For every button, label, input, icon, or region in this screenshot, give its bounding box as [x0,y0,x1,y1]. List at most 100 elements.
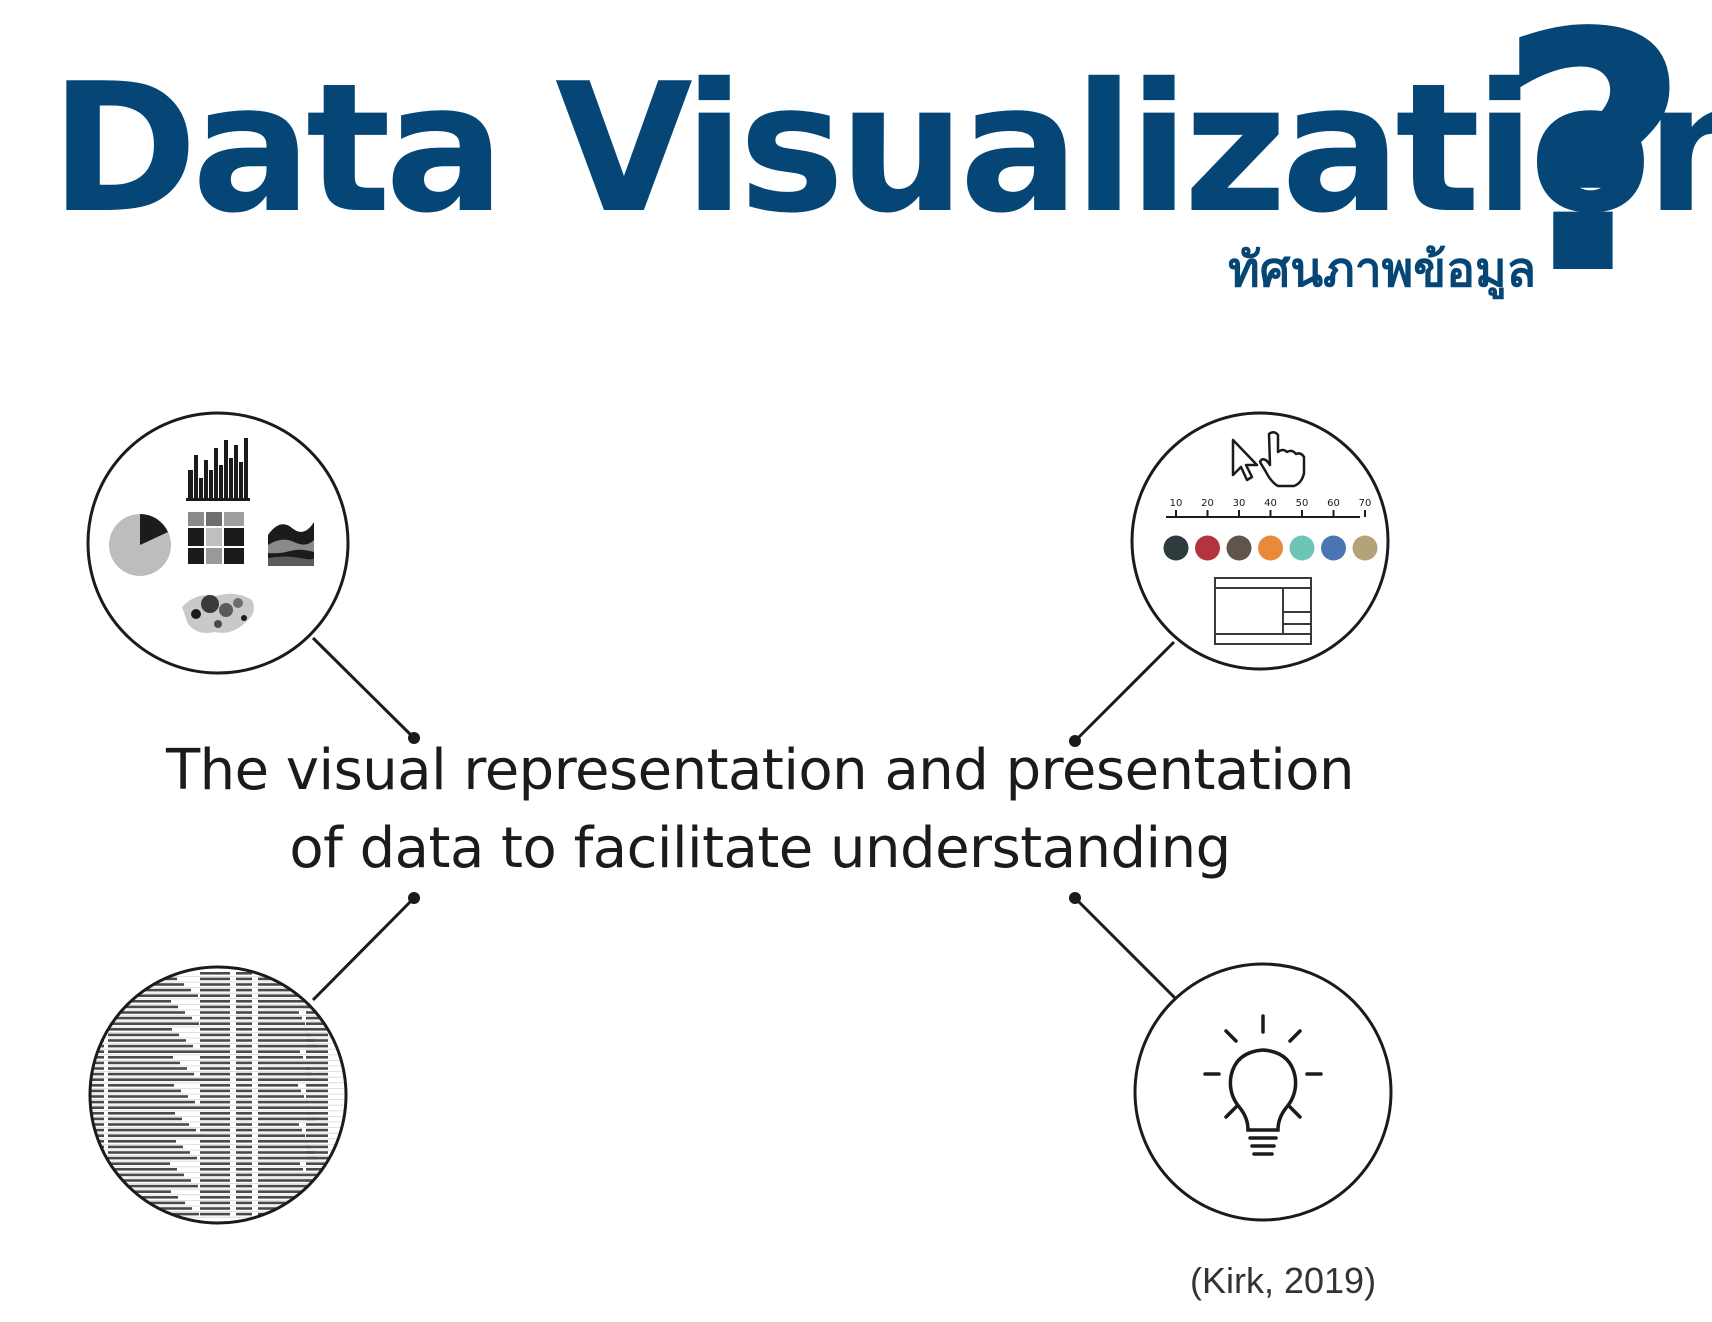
table-cell [90,1156,104,1160]
table-cell [108,1162,170,1165]
table-cell [200,1184,230,1188]
thai-subtitle: ทัศนภาพข้อมูล [1228,242,1536,298]
table-cell [306,1134,328,1137]
table-cell [90,1089,104,1093]
table-cell [306,972,328,975]
table-cell [90,1011,104,1014]
table-cell [306,1100,328,1104]
page-title: Data Visualization [50,45,1712,252]
table-cell [200,1151,230,1154]
table-cell [236,1106,252,1109]
table-cell [200,1123,230,1126]
table-cell [200,1112,230,1115]
table-cell [90,1095,104,1098]
table-cell [90,1190,104,1193]
table-cell [306,977,328,981]
table-cell [236,1089,252,1093]
connector-dot [1069,735,1081,747]
table-cell [258,1100,307,1104]
table-cell [90,1123,104,1126]
table-cell [200,1207,230,1210]
table-cell [108,1022,199,1025]
table-cell [258,1000,313,1003]
table-cell [236,1100,252,1104]
table-cell [306,983,328,986]
table-cell [236,1190,252,1193]
table-cell [90,1140,104,1143]
table-cell [90,988,104,992]
table-cell [236,1067,252,1070]
connector-dot [408,732,420,744]
table-cell [200,1212,230,1216]
table-cell [258,1050,300,1053]
table-cell [108,1145,183,1149]
table-cell [108,1061,180,1065]
table-cell [108,1106,202,1109]
table-cell [90,1179,104,1182]
table-cell [200,1056,230,1059]
slider-scale [1166,510,1366,518]
table-cell [258,1173,306,1177]
layout-wireframe-icon [1214,577,1312,645]
slider-tick-label: 40 [1264,498,1277,509]
table-cell [108,1044,193,1048]
table-cell [306,1033,328,1037]
table-cell [306,1112,328,1115]
understanding-circle [1133,962,1393,1222]
table-cell [90,1078,104,1081]
table-cell [306,1050,328,1053]
table-cell [306,1039,328,1042]
table-cell [306,1168,328,1171]
table-cell [200,1067,230,1070]
table-cell [258,1072,312,1076]
table-cell [108,972,170,975]
table-cell [108,1067,187,1070]
table-cell [236,1022,252,1025]
table-cell [200,1089,230,1093]
table-cell [236,1016,252,1020]
table-cell [200,1095,230,1098]
color-swatch [1289,535,1315,561]
table-cell [236,1072,252,1076]
table-cell [90,1033,104,1037]
table-cell [200,1100,230,1104]
table-cell [200,1000,230,1003]
table-cell [200,1201,230,1205]
table-cell [236,1207,252,1210]
table-cell [306,1106,328,1109]
table-cell [306,1190,328,1193]
color-swatch [1352,535,1378,561]
table-cell [236,1173,252,1177]
table-cell [108,1028,172,1031]
table-cell [258,1134,305,1137]
table-cell [306,1123,328,1126]
table-cell [236,1145,252,1149]
table-cell [258,1140,308,1143]
table-cell [200,1156,230,1160]
table-cell [108,1134,203,1137]
color-swatch [1163,535,1189,561]
table-cell [200,1179,230,1182]
table-cell [306,1095,328,1098]
table-cell [236,1084,252,1087]
chart-types-circle [86,411,350,675]
cursor-arrow-icon [1231,438,1259,482]
concept-diagram: 10 20 30 40 50 60 70 [86,411,1393,1225]
table-cell [306,1201,328,1205]
table-cell [108,1056,173,1059]
table-cell [200,1128,230,1132]
table-cell [258,1156,317,1160]
connector-top-left [311,636,416,740]
table-cell [236,1028,252,1031]
table-cell [200,1173,230,1177]
table-cell [306,1044,328,1048]
question-mark: ? [1496,0,1692,347]
table-cell [200,1117,230,1121]
table-cell [200,1196,230,1199]
table-cell [108,1190,171,1193]
table-cell [108,1140,176,1143]
table-cell [108,1212,199,1216]
table-cell [258,1056,303,1059]
table-cell [108,1156,197,1160]
table-cell [306,1162,328,1165]
